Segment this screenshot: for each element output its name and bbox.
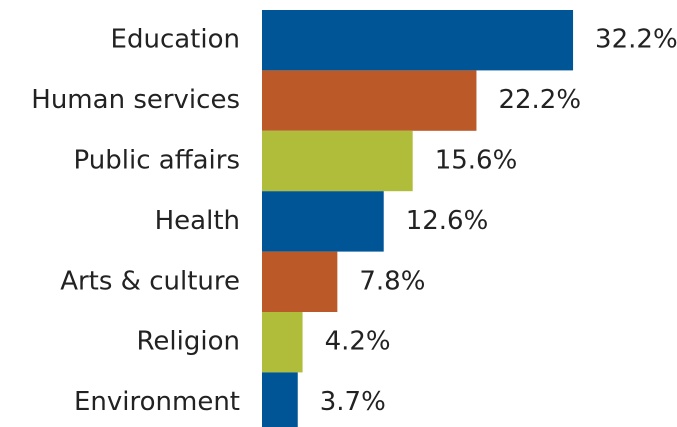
category-label: Public affairs: [74, 146, 240, 176]
bar: [262, 130, 413, 192]
bar: [262, 312, 303, 373]
value-label: 4.2%: [325, 327, 391, 357]
value-label: 7.8%: [359, 266, 425, 296]
category-label: Health: [155, 206, 240, 236]
category-label: Religion: [137, 327, 240, 357]
category-label: Arts & culture: [60, 266, 240, 296]
value-label: 22.2%: [498, 85, 581, 115]
bar: [262, 372, 298, 427]
bar: [262, 251, 338, 312]
bar: [262, 191, 384, 252]
value-label: 12.6%: [406, 206, 489, 236]
bar: [262, 10, 574, 71]
category-label: Human services: [31, 85, 240, 115]
value-label: 32.2%: [595, 25, 677, 55]
value-label: 3.7%: [320, 387, 386, 417]
value-label: 15.6%: [435, 146, 518, 176]
category-label: Environment: [74, 387, 240, 417]
bar: [262, 70, 477, 131]
category-label: Education: [111, 25, 240, 55]
